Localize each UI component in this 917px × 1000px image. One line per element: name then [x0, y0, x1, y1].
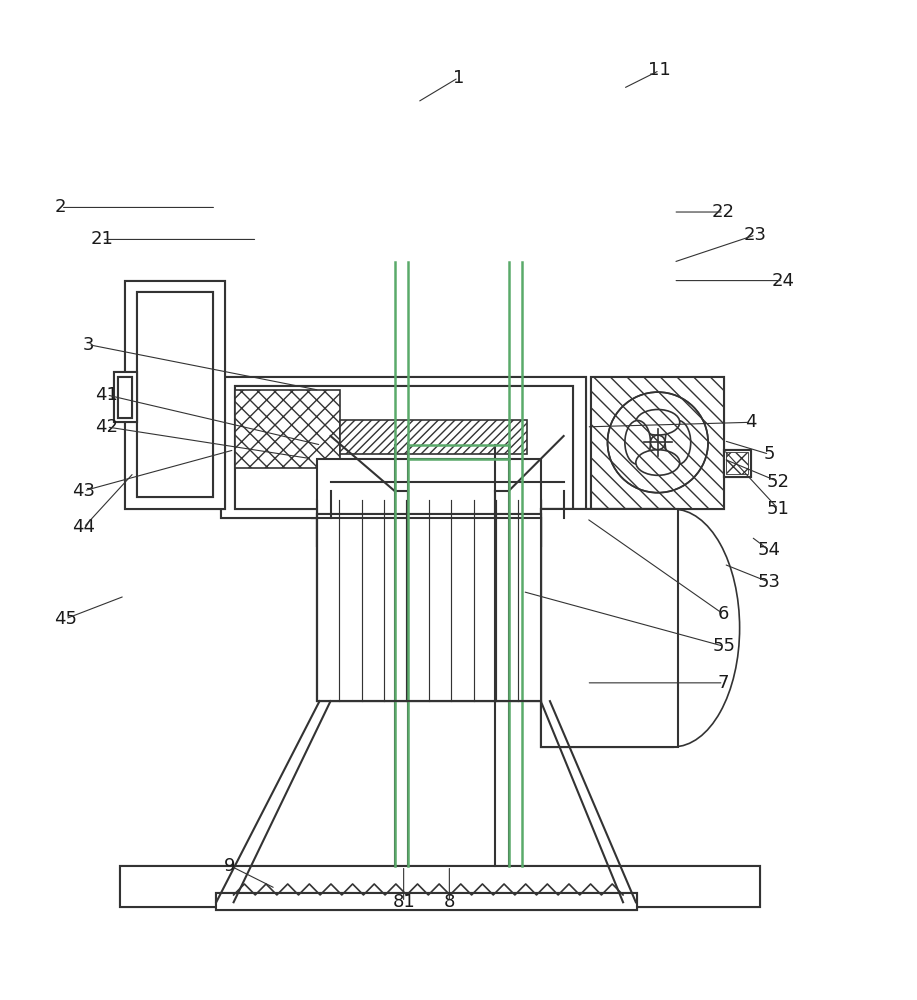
Bar — [137, 292, 214, 497]
Text: 23: 23 — [744, 226, 768, 244]
Text: 6: 6 — [718, 605, 729, 623]
Bar — [120, 866, 760, 907]
Circle shape — [608, 392, 708, 493]
Text: 7: 7 — [718, 674, 729, 692]
Bar — [114, 372, 137, 422]
Text: 2: 2 — [55, 198, 67, 216]
Bar — [316, 514, 541, 546]
Bar — [541, 509, 673, 747]
Text: 11: 11 — [648, 61, 671, 79]
Text: 44: 44 — [72, 518, 95, 536]
Bar — [216, 893, 636, 910]
Text: 42: 42 — [95, 418, 118, 436]
Ellipse shape — [635, 450, 679, 475]
Bar — [591, 377, 724, 509]
Text: 8: 8 — [444, 893, 455, 911]
Bar — [118, 377, 132, 418]
Text: 5: 5 — [764, 445, 775, 463]
Bar — [118, 377, 132, 418]
Circle shape — [650, 435, 665, 450]
Text: 52: 52 — [767, 473, 790, 491]
Bar — [312, 436, 582, 518]
Bar — [591, 377, 724, 509]
Text: 24: 24 — [771, 272, 794, 290]
Bar — [726, 452, 748, 474]
Bar — [216, 893, 636, 910]
Ellipse shape — [624, 420, 650, 464]
Bar — [235, 386, 573, 509]
Bar — [221, 377, 587, 518]
Bar — [114, 372, 137, 422]
Bar — [724, 450, 751, 477]
Text: 9: 9 — [224, 857, 236, 875]
Text: 22: 22 — [713, 203, 735, 221]
Bar — [339, 420, 527, 454]
Bar — [316, 518, 541, 701]
Bar — [541, 509, 678, 747]
Text: 45: 45 — [54, 610, 77, 628]
Bar — [235, 386, 573, 509]
Bar — [221, 377, 587, 518]
Bar — [544, 667, 670, 744]
Text: 43: 43 — [72, 482, 95, 500]
Text: 81: 81 — [392, 893, 415, 911]
Bar — [591, 377, 724, 509]
Text: 3: 3 — [83, 336, 94, 354]
Bar — [564, 593, 605, 662]
Bar — [544, 512, 670, 589]
Bar — [125, 281, 226, 509]
Text: 54: 54 — [757, 541, 781, 559]
Ellipse shape — [635, 409, 679, 435]
Text: 51: 51 — [767, 500, 790, 518]
Bar — [564, 593, 605, 662]
Bar — [312, 436, 582, 518]
Text: 53: 53 — [757, 573, 781, 591]
Bar — [316, 514, 541, 546]
Bar — [120, 866, 760, 907]
Text: 55: 55 — [713, 637, 735, 655]
Bar — [541, 509, 673, 747]
Text: 41: 41 — [95, 386, 118, 404]
Text: 4: 4 — [746, 413, 757, 431]
Text: 1: 1 — [453, 69, 464, 87]
Bar — [316, 459, 541, 518]
Ellipse shape — [665, 420, 691, 464]
Bar — [125, 281, 226, 509]
Bar — [316, 459, 541, 518]
Bar — [316, 500, 541, 701]
Text: 21: 21 — [91, 230, 114, 248]
Bar — [316, 518, 541, 701]
Bar — [724, 450, 751, 477]
Bar — [137, 292, 214, 497]
Bar — [235, 390, 339, 468]
